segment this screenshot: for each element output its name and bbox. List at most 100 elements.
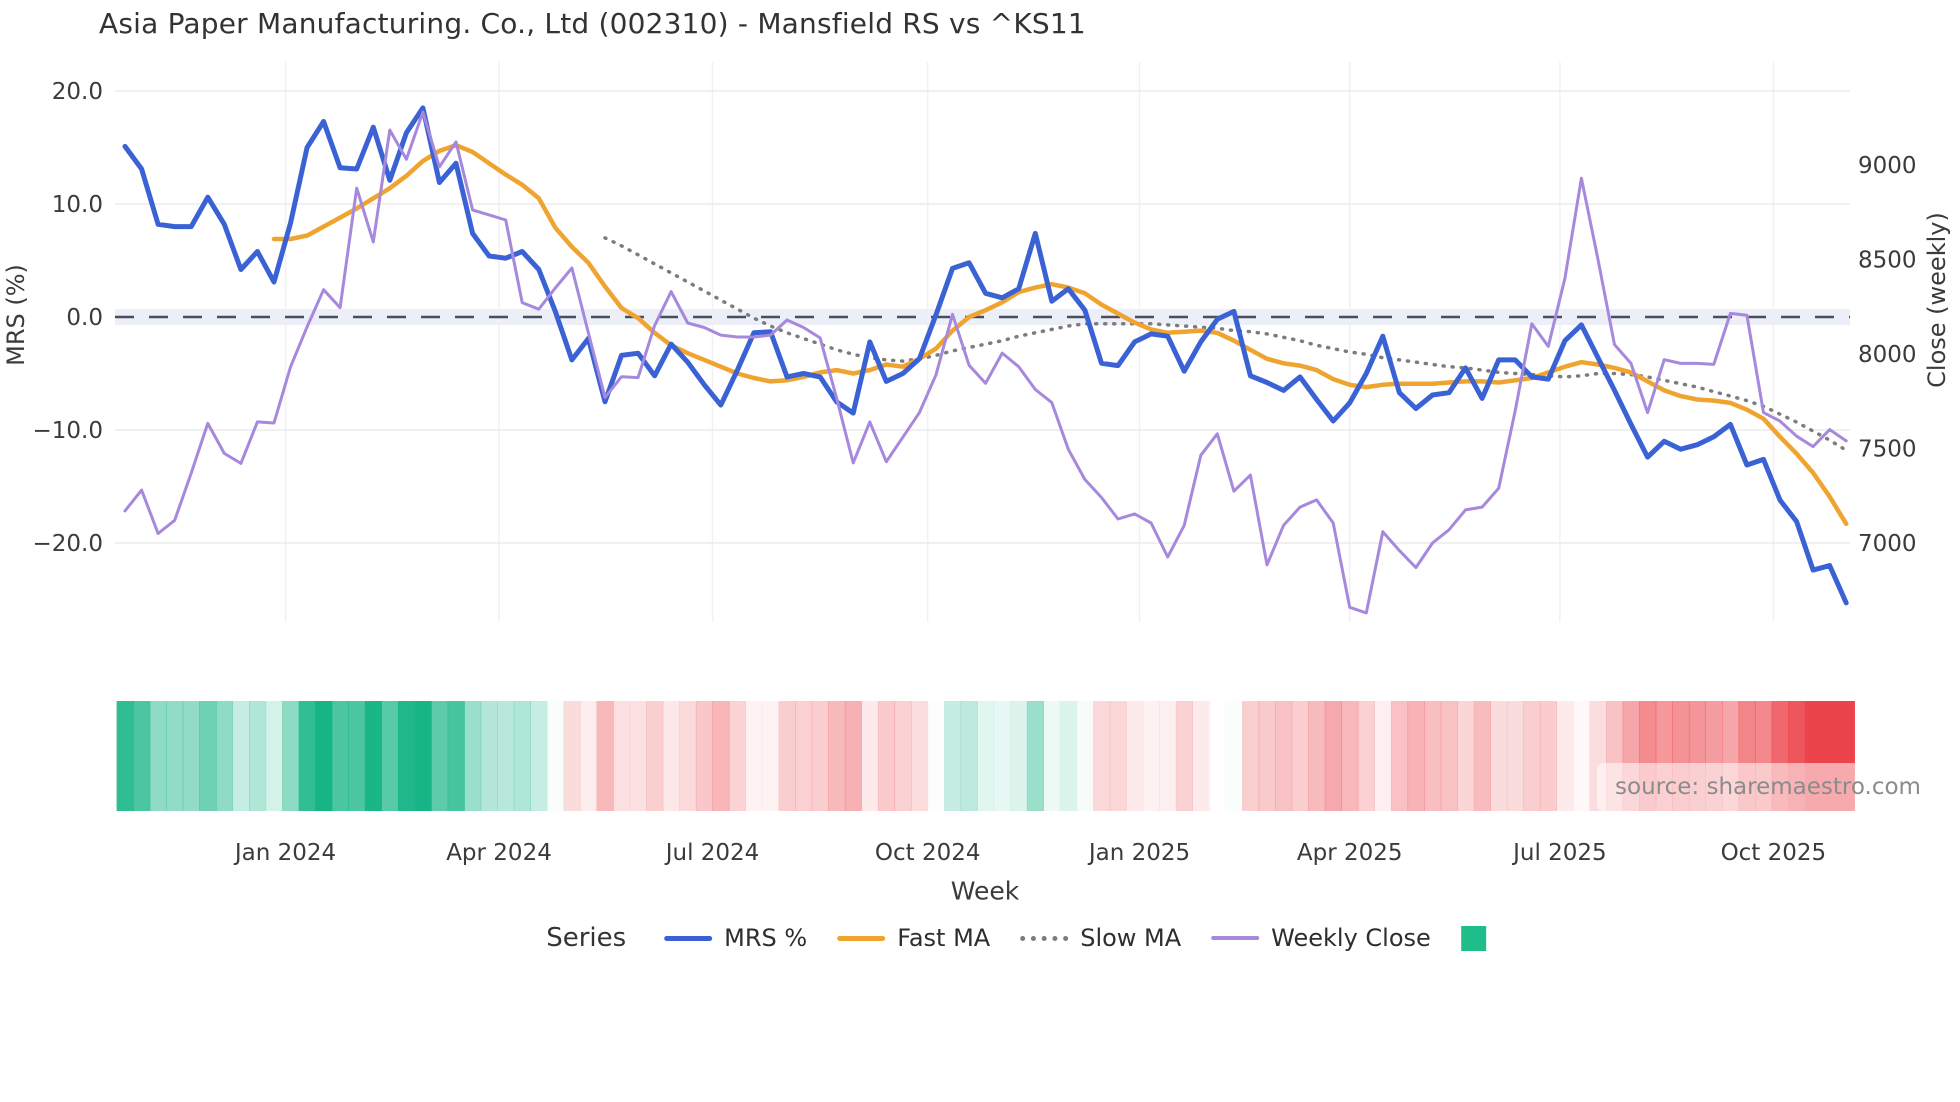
heatmap-cell [1192, 701, 1210, 811]
heatmap-cell [1109, 701, 1127, 811]
heatmap-cell [1357, 701, 1375, 811]
heatmap-cell [199, 701, 217, 811]
heatmap-cell [315, 701, 333, 811]
heatmap-cell [397, 701, 416, 811]
heatmap-cell [1159, 701, 1177, 811]
heatmap-cell [1473, 701, 1491, 811]
series-line-weekly-close [123, 110, 1848, 615]
heatmap-cell [745, 701, 763, 811]
heatmap-cell [894, 701, 912, 811]
x-axis-tick-label: Jan 2025 [1087, 840, 1190, 866]
heatmap-cell [298, 701, 316, 811]
heatmap-cell [265, 701, 283, 811]
legend-item-label: Slow MA [1080, 924, 1182, 952]
source-watermark: source: sharemaestro.com [1597, 763, 1939, 811]
right-axis-tick-label: 8500 [1858, 248, 1917, 274]
right-axis-tick-label: 9000 [1858, 153, 1917, 179]
heatmap-cell [1225, 701, 1242, 811]
heatmap-cell [182, 701, 200, 811]
heatmap-cell [944, 701, 962, 811]
heatmap-cell [116, 701, 134, 811]
heatmap-cell [613, 701, 631, 811]
x-axis-tick-label: Jan 2024 [233, 840, 336, 866]
legend: Series MRS % Fast MA Slow MA Weekly Clos… [546, 923, 1498, 953]
heatmap-cell [513, 701, 531, 811]
heatmap-cell [331, 701, 349, 811]
heatmap-cell [762, 701, 780, 811]
heatmap-cell [1059, 701, 1078, 811]
heatmap-cell [166, 701, 184, 811]
heatmap-cell [877, 701, 896, 811]
heatmap-cell [149, 701, 167, 811]
heatmap-cell [811, 701, 829, 811]
heatmap-cell [1308, 701, 1326, 811]
heatmap-cell [464, 701, 482, 811]
x-axis-tick-label: Apr 2024 [446, 840, 552, 866]
heatmap-cell [1539, 701, 1558, 811]
heatmap-cell [547, 701, 564, 811]
heatmap-cell [1077, 701, 1094, 811]
heatmap-cell [1093, 701, 1111, 811]
heatmap-cell [364, 701, 382, 811]
heatmap-cell [861, 701, 879, 811]
x-axis-tick-label: Jul 2024 [664, 840, 760, 866]
left-axis-tick-label: 20.0 [52, 79, 103, 105]
heatmap-cell [1341, 701, 1359, 811]
heatmap-cell [679, 701, 697, 811]
mrs-line-swatch-icon [664, 935, 713, 941]
heatmap-cell [1043, 701, 1061, 811]
legend-title: Series [546, 923, 627, 953]
right-axis-title: Close (weekly) [1923, 212, 1951, 388]
heatmap-cell [497, 701, 515, 811]
heatmap-cell [530, 701, 548, 811]
source-text: source: sharemaestro.com [1615, 774, 1921, 800]
heatmap-cell [1242, 701, 1260, 811]
heatmap-cell [596, 701, 614, 811]
heatmap-cell [414, 701, 432, 811]
heatmap-cell [1026, 701, 1044, 811]
heatmap-cell [1424, 701, 1442, 811]
left-axis-tick-label: 0.0 [66, 305, 103, 331]
heatmap-cell [795, 701, 813, 811]
heatmap-cell [712, 701, 730, 811]
series-line-fast-ma [271, 142, 1849, 527]
heatmap-cell [232, 701, 250, 811]
heatmap-cell [447, 701, 465, 811]
heatmap-cell [1142, 701, 1160, 811]
heatmap-cell [960, 701, 978, 811]
heatmap-cell [1010, 701, 1028, 811]
heatmap-cell [1457, 701, 1475, 811]
x-axis-tick-label: Apr 2025 [1297, 840, 1403, 866]
x-axis-tick-label: Jul 2025 [1511, 840, 1607, 866]
heatmap-cell [844, 701, 862, 811]
x-axis-tick-label: Oct 2025 [1721, 840, 1827, 866]
legend-item-label: MRS % [724, 924, 808, 952]
heatmap-cell [1209, 701, 1226, 811]
heatmap-cell [695, 701, 713, 811]
left-axis-tick-label: −20.0 [33, 531, 103, 557]
heatmap-cell [563, 701, 581, 811]
heatmap-cell [928, 701, 945, 811]
left-axis-tick-label: −10.0 [33, 418, 103, 444]
right-axis-tick-label: 8000 [1858, 342, 1917, 368]
legend-item-fast-ma: Fast MA [837, 924, 990, 952]
heatmap-cell [1291, 701, 1309, 811]
heatmap-cell [1440, 701, 1458, 811]
legend-item-heatmap [1460, 925, 1498, 951]
heatmap-cell [1126, 701, 1144, 811]
legend-item-mrs: MRS % [664, 924, 807, 952]
legend-item-weekly-close: Weekly Close [1211, 924, 1431, 952]
legend-item-label: Weekly Close [1271, 924, 1431, 952]
right-axis-tick-label: 7500 [1858, 437, 1917, 463]
series-line-mrs- [122, 105, 1849, 606]
left-axis-tick-label: 10.0 [52, 192, 103, 218]
heatmap-cell [282, 701, 300, 811]
x-axis-tick-label: Oct 2024 [875, 840, 981, 866]
heatmap-cell [629, 701, 647, 811]
heatmap-cell [249, 701, 267, 811]
heatmap-cell [480, 701, 498, 811]
heatmap-cell [977, 701, 995, 811]
heatmap-swatch-icon [1460, 925, 1486, 951]
heatmap-cell [1407, 701, 1425, 811]
